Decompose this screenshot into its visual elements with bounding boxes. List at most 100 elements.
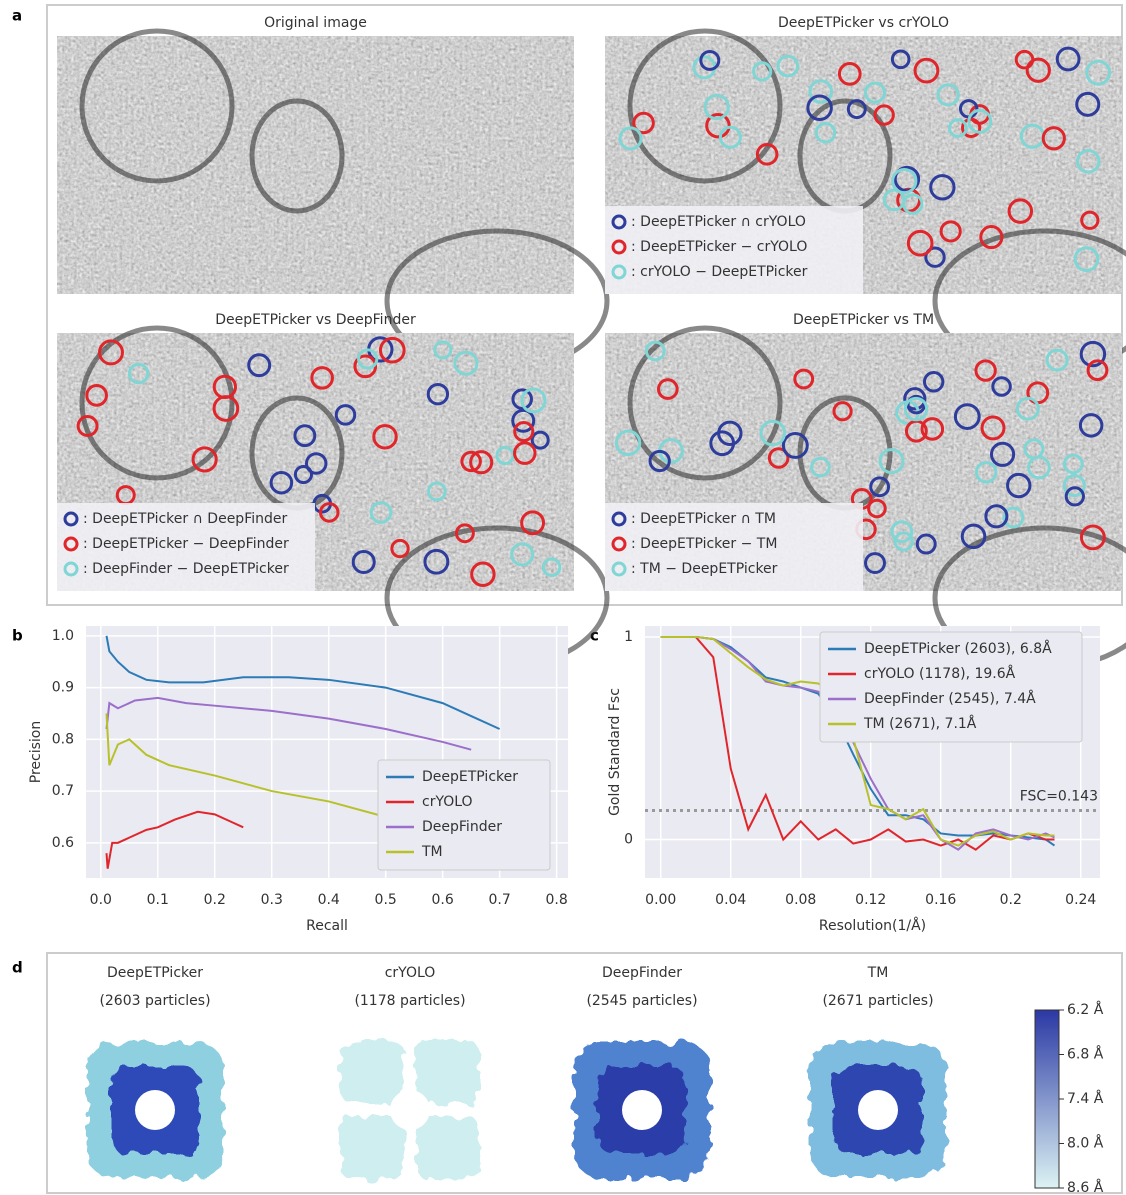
legend-box [605, 206, 863, 294]
particle-ring [948, 118, 968, 138]
particle-ring [511, 388, 533, 410]
y-tick-label: 0 [624, 832, 633, 848]
particle-ring [513, 421, 535, 443]
x-tick-label: 0.2 [1000, 892, 1022, 908]
colorbar-label: 8.0 Å [1067, 1135, 1104, 1152]
particle-ring [1080, 210, 1100, 230]
density-lobe [340, 1116, 404, 1180]
particle-ring [867, 498, 887, 519]
particle-ring [648, 449, 671, 473]
x-tick-label: 0.16 [925, 892, 956, 908]
particle-ring [453, 350, 479, 376]
legend-box [819, 631, 1083, 743]
particle-ring [372, 424, 398, 450]
threshold-label: FSC=0.143 [1020, 789, 1098, 805]
particle-ring [1062, 453, 1084, 475]
particle-ring [893, 531, 914, 552]
legend-label: : DeepETPicker ∩ TM [631, 511, 776, 527]
particle-ring [357, 348, 379, 370]
particle-ring [846, 99, 867, 120]
particle-ring [390, 538, 410, 559]
membrane [82, 328, 232, 478]
panel-a-frame [46, 4, 1123, 606]
particle-ring [530, 430, 550, 450]
tomogram [57, 36, 574, 294]
legend-label: : TM − DeepETPicker [631, 561, 778, 577]
y-tick-label: 1.0 [52, 628, 74, 644]
particle-ring [1076, 149, 1101, 174]
particle-ring [752, 61, 773, 82]
x-tick-label: 0.00 [645, 892, 676, 908]
particle-ring [1002, 506, 1025, 529]
particle-ring [1086, 359, 1109, 382]
particle-ring [513, 441, 537, 465]
particle-ring [351, 549, 376, 574]
particle-ring [334, 404, 357, 426]
particle-ring [920, 417, 945, 441]
particle-ring [426, 382, 450, 406]
particle-ring [460, 450, 482, 473]
structure-name: crYOLO [385, 965, 436, 981]
x-tick-label: 0.7 [488, 892, 510, 908]
legend-ring [63, 536, 79, 552]
particle-ring [1079, 340, 1107, 368]
legend-ring [611, 239, 627, 255]
series-line [660, 635, 1055, 851]
particle-ring [913, 57, 940, 84]
particle-ring [1073, 246, 1100, 273]
particle-ring [755, 143, 779, 166]
particle-ring [705, 112, 731, 139]
legend-label: crYOLO (1178), 19.6Å [864, 665, 1016, 682]
particle-ring [293, 424, 317, 448]
particle-ring [974, 461, 998, 484]
series-line [105, 810, 244, 869]
particle-ring [1045, 348, 1069, 372]
legend-ring [63, 561, 79, 577]
particle-ring [890, 49, 911, 70]
particle-ring [814, 122, 837, 144]
particle-ring [76, 415, 99, 437]
particle-ring [793, 368, 815, 390]
panel-label: a [12, 7, 22, 25]
x-tick-label: 0.2 [204, 892, 226, 908]
particle-ring [893, 165, 921, 193]
particle-ring [1055, 46, 1081, 72]
particle-ring [614, 429, 642, 457]
colorbar-label: 7.4 Å [1067, 1090, 1104, 1107]
particle-ring [961, 117, 982, 138]
density-hole [858, 1090, 898, 1130]
legend-ring [611, 264, 627, 280]
particle-ring [903, 387, 927, 411]
colorbar [1034, 1009, 1060, 1189]
particle-ring [98, 339, 124, 366]
y-axis-label: Precision [28, 721, 44, 783]
legend-label: DeepETPicker [422, 769, 518, 785]
particle-ring [974, 359, 997, 382]
particle-ring [1085, 59, 1112, 86]
legend-ring [611, 561, 627, 577]
legend-ring [611, 511, 627, 527]
panel-d-frame [46, 952, 1123, 1194]
membrane [252, 101, 342, 211]
particle-ring [936, 83, 960, 107]
legend-box [377, 759, 551, 871]
series-line [660, 635, 1055, 851]
particle-ring [984, 504, 1009, 529]
x-tick-label: 0.5 [375, 892, 397, 908]
structure-count: (2603 particles) [99, 993, 210, 1009]
legend-label: : crYOLO − DeepETPicker [631, 264, 808, 280]
particle-ring [511, 408, 536, 433]
particle-ring [191, 446, 218, 473]
particle-ring [924, 246, 946, 268]
panel-label: c [590, 627, 599, 645]
particle-ring [929, 174, 956, 201]
legend-ring [611, 214, 627, 230]
particle-ring [906, 229, 934, 257]
x-tick-label: 0.3 [261, 892, 283, 908]
particle-ring [709, 430, 736, 457]
density-lobe [340, 1040, 404, 1104]
image-title: DeepETPicker vs crYOLO [778, 15, 949, 31]
particle-ring [939, 220, 962, 243]
density-lobe [416, 1040, 480, 1104]
